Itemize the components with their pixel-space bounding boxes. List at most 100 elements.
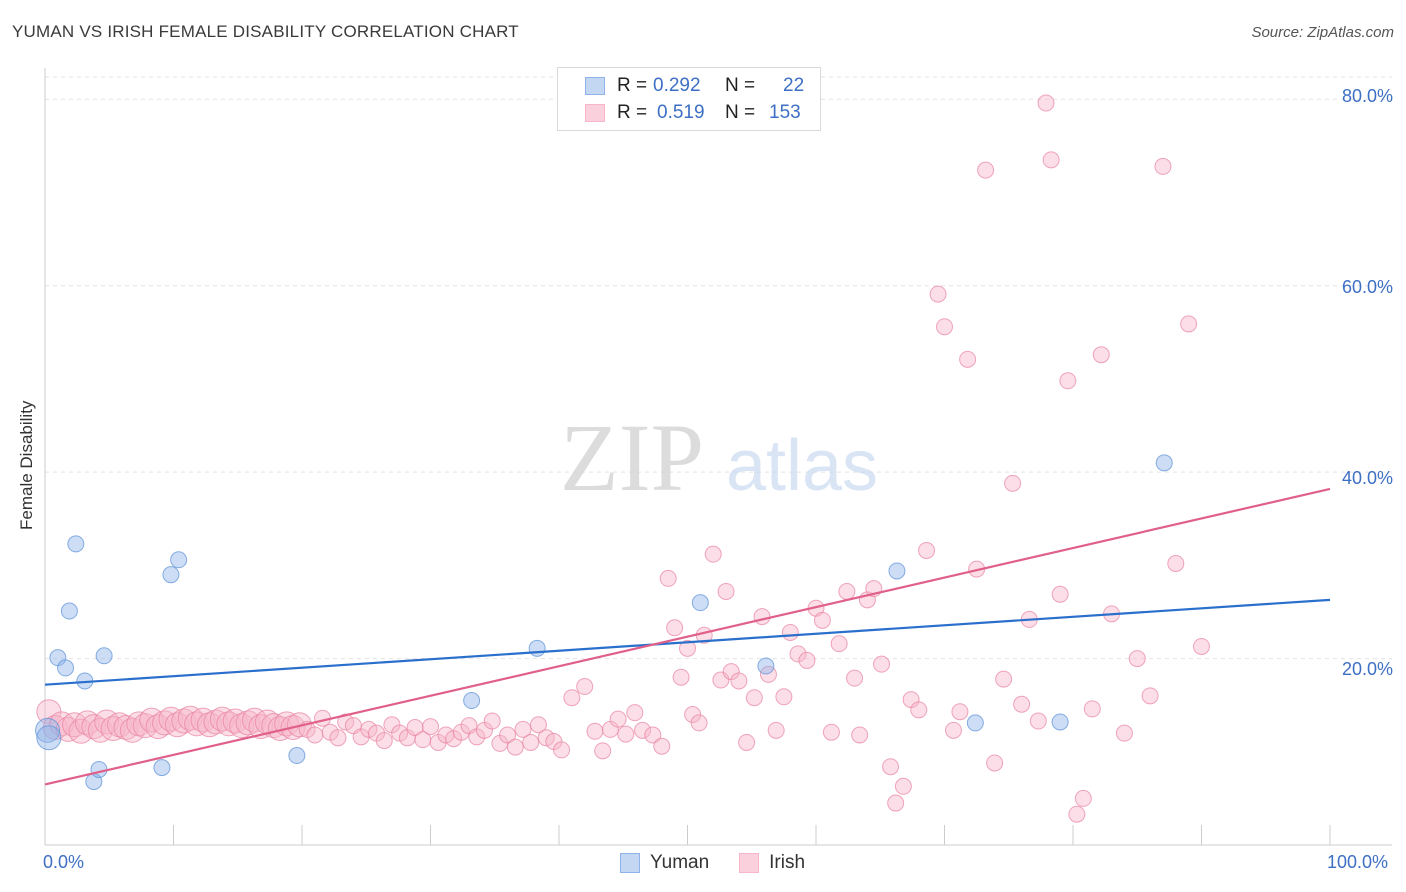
y-axis-label-text: Female Disability [17, 400, 36, 530]
irish-point [882, 758, 900, 776]
legend-label-yuman: Yuman [650, 852, 710, 873]
irish-point [936, 318, 953, 336]
irish-point [951, 703, 969, 721]
irish-point [767, 721, 785, 739]
irish-point [1092, 346, 1110, 364]
irish-point [838, 582, 856, 600]
legend-item-irish[interactable]: Irish [739, 852, 805, 874]
stats-row-yuman: R = 0.292 N = 22 [558, 73, 804, 99]
watermark-zip: ZIP [560, 404, 704, 511]
irish-point [164, 712, 190, 738]
yuman-point [1155, 454, 1173, 472]
y-tick-label: 20.0% [1341, 659, 1393, 679]
irish-point [171, 708, 197, 734]
irish-point [74, 710, 100, 736]
irish-point [100, 715, 126, 741]
irish-point [1029, 712, 1047, 730]
irish-point [203, 709, 229, 735]
irish-point [375, 732, 393, 750]
irish-point [717, 582, 735, 600]
irish-point [553, 741, 571, 759]
irish-point [196, 712, 222, 738]
yuman-point [67, 535, 85, 553]
yuman-point [153, 759, 171, 777]
irish-point [1115, 724, 1133, 742]
irish-point [1180, 315, 1198, 333]
irish-point [522, 733, 540, 751]
r-value: 0.519 [657, 102, 705, 123]
y-tick-label: 60.0% [1341, 277, 1393, 297]
irish-point [1051, 585, 1069, 603]
yuman-legend-swatch [620, 853, 640, 873]
irish-point [626, 704, 644, 722]
irish-point [107, 712, 133, 738]
yuman-point [288, 747, 306, 765]
irish-point [306, 726, 324, 744]
x-tick-label-max: 100.0% [1327, 852, 1389, 872]
irish-point [830, 635, 848, 653]
irish-point [995, 670, 1013, 688]
irish-point [679, 639, 696, 657]
irish-point [506, 738, 524, 756]
irish-point [910, 701, 928, 719]
irish-point [894, 777, 912, 795]
yuman-swatch [585, 77, 605, 95]
irish-point [360, 720, 378, 738]
yuman-point [60, 602, 78, 620]
yuman-point [757, 657, 775, 675]
gridlines [45, 76, 1392, 660]
irish-point [704, 545, 722, 563]
irish-point [1004, 474, 1022, 492]
n-label: N = [725, 75, 756, 96]
legend-item-yuman[interactable]: Yuman [620, 852, 709, 874]
irish-point [666, 619, 684, 637]
irish-point [684, 706, 702, 723]
irish-point [1013, 695, 1031, 713]
yuman-point [35, 717, 61, 743]
irish-point [918, 541, 936, 559]
irish-point [1167, 554, 1185, 572]
trend-lines [44, 487, 1331, 786]
yuman-point [463, 692, 481, 710]
irish-point [781, 623, 799, 641]
yuman-trend-line [44, 598, 1331, 686]
irish-legend-swatch [739, 853, 760, 873]
yuman-point [691, 594, 709, 612]
irish-point [1154, 157, 1172, 175]
irish-point [1042, 151, 1060, 169]
irish-point [286, 712, 312, 738]
irish-point [586, 722, 604, 740]
irish-point [1141, 687, 1159, 705]
yuman-point [966, 714, 984, 732]
irish-point [944, 721, 962, 739]
irish-point [789, 645, 807, 663]
irish-point [499, 726, 517, 744]
irish-point [145, 714, 171, 740]
irish-point [1074, 789, 1092, 807]
r-label: R = [617, 102, 648, 123]
irish-point [576, 678, 594, 696]
irish-point [738, 733, 756, 751]
irish-point [609, 710, 627, 728]
chart-source: Source: ZipAtlas.com [1251, 24, 1394, 41]
chart-title: YUMAN VS IRISH FEMALE DISABILITY CORRELA… [12, 22, 519, 41]
irish-point [529, 716, 547, 734]
irish-point [846, 669, 864, 687]
irish-point [1068, 805, 1086, 823]
irish-point [977, 161, 995, 179]
yuman-point [162, 566, 180, 584]
y-tick-label: 80.0% [1341, 86, 1393, 106]
irish-point [1193, 637, 1210, 655]
yuman-point [1051, 713, 1069, 731]
irish-point [422, 718, 439, 736]
irish-point [216, 711, 242, 737]
n-label: N = [725, 102, 756, 123]
irish-point [87, 717, 113, 743]
irish-point [644, 726, 662, 744]
n-value: 153 [769, 102, 801, 123]
r-label: R = [617, 75, 648, 96]
irish-point [822, 723, 840, 741]
irish-point [959, 350, 977, 368]
yuman-point [57, 659, 75, 677]
yuman-point [36, 725, 62, 751]
